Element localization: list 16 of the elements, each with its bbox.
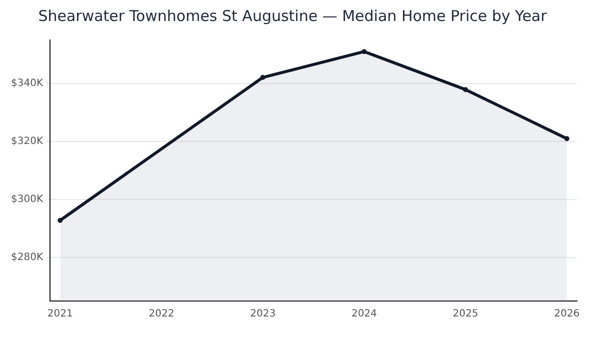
x-tick-label: 2023 [250, 308, 276, 320]
y-tick-label: $300K [10, 194, 44, 206]
point [564, 136, 570, 142]
point [58, 218, 63, 223]
chart-title: Shearwater Townhomes St Augustine — Median Home Price by Year [38, 6, 548, 25]
x-tick-label: 2024 [351, 308, 377, 320]
x-tick-label: 2022 [148, 308, 174, 320]
point [362, 49, 367, 54]
x-tick-label: 2026 [554, 308, 580, 320]
x-tick-label: 2025 [452, 308, 478, 320]
x-tick-label: 2021 [47, 308, 73, 320]
y-tick-label: $280K [10, 252, 44, 264]
point [463, 87, 468, 92]
y-tick-label: $320K [10, 136, 44, 148]
y-tick-label: $340K [10, 78, 44, 90]
point [260, 74, 266, 80]
